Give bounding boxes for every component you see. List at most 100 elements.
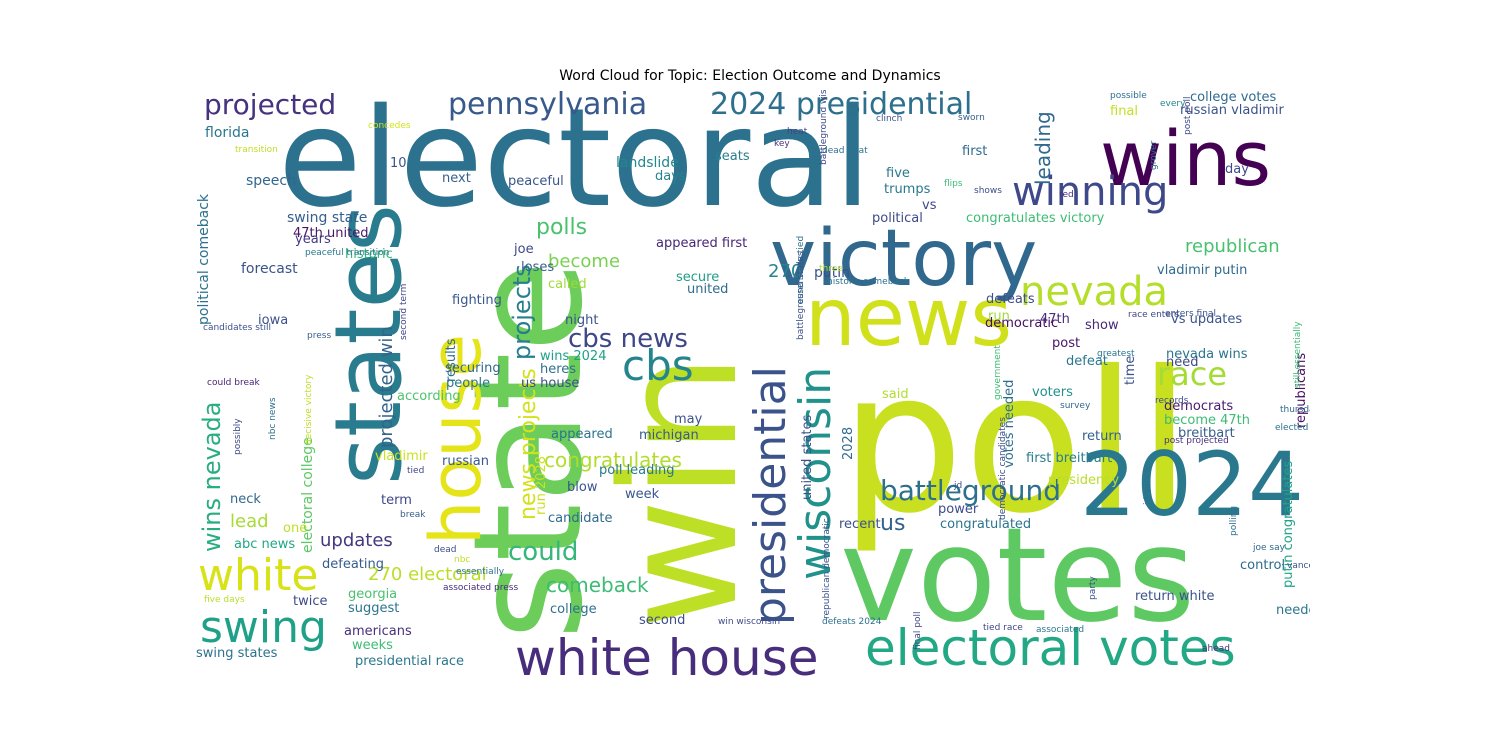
word-become: become [548,251,620,272]
word-elected: elected [1275,423,1308,433]
word-win-wisconsin: win wisconsin [718,617,780,627]
word-trumps: trumps [884,182,931,197]
word-votes-needed: votes needed [1002,380,1017,468]
word-secure: secure [676,270,719,285]
word-joe-say: joe say [1252,543,1286,553]
word-georgia: georgia [348,587,397,602]
word-college-votes: college votes [1190,90,1276,105]
word-race-enters: race enters [1128,310,1180,320]
word-votes: votes [840,499,1195,651]
word-battleground: battleground [880,474,1061,507]
word-term: term [381,493,412,508]
word-win: win [586,353,773,630]
word-congratulated: congratulated [940,517,1031,532]
word-government: government [993,345,1003,400]
word-heat: heat [787,127,808,137]
word-poll-leading: poll leading [599,463,675,478]
word-securing: securing [445,361,501,376]
word-russian: russian [442,454,489,469]
word-second-term: second term [399,284,409,340]
word-updates: updates [320,530,393,551]
word-nevada-wins: nevada wins [1166,347,1248,362]
word-vs: vs [922,198,937,213]
word-appeared-first: appeared first [656,236,747,251]
word-tied-race: tied race [983,623,1023,633]
word-post-projected: post projected [1164,436,1229,446]
word-presidential: presidential [745,366,796,625]
word-270-electoral: 270 electoral [368,564,487,585]
word-ahead: ahead [1202,644,1230,654]
word-joe: joe [513,242,534,257]
word-leading: leading [1031,111,1055,185]
word-nbc-news: nbc news [268,397,278,440]
word-winning: winning [1012,169,1168,215]
word-post: post [1052,336,1080,351]
word-putin-congratulates: putin congratulates [1281,461,1296,588]
word-key: key [774,139,790,149]
word-white: white [198,550,318,601]
word-cbs: cbs [622,341,694,390]
word-270: 270 [768,261,802,282]
word-week: week [625,487,660,502]
word-run: run [988,309,1010,324]
word-congratulates-victory: congratulates victory [966,211,1105,226]
word-state: state [442,260,616,640]
word-college: college [550,602,597,617]
word-second: second [639,613,685,628]
word-may: may [674,412,703,427]
word-day: day [1225,162,1249,177]
word-appeared: appeared [551,427,613,442]
word-greatest: greatest [1097,349,1135,359]
word-defeats: defeats [986,292,1035,307]
word-electoral: electoral [278,90,871,238]
word-us-house: us house [521,376,579,391]
word-red: red [1059,190,1074,200]
word-people: people [446,376,490,391]
word-possibly: possibly [233,418,243,455]
word-return-white: return white [1135,589,1214,604]
word-47th: 47th [1040,312,1070,327]
word-every: every [1160,99,1186,109]
word-projected: projected [204,90,336,121]
word-said: said [882,387,909,402]
word-shows: shows [974,186,1002,196]
word-dead-heat: dead heat [822,146,868,156]
word-control: control [1240,558,1285,573]
chart-title: Word Cloud for Topic: Election Outcome a… [559,68,941,84]
word-sworn: sworn [958,113,985,123]
word-weeks: weeks [352,638,393,653]
word-vladimir: vladimir [375,449,428,464]
word-thursday: thursday [1280,405,1310,415]
word-loses: loses [521,260,554,275]
word-democratic-candidates: democratic candidates [998,417,1008,520]
word-2024-presidential: 2024 presidential [710,90,972,122]
word-nevada: nevada [1020,269,1168,315]
word-clinch: clinch [876,114,902,124]
word-one: one [283,521,307,536]
word-power: power [938,502,979,517]
word-candidate: candidate [548,511,613,526]
word-party: party [1088,576,1098,600]
word-enters-final: enters final [1165,309,1216,319]
word-become-47th: become 47th [1164,413,1250,428]
word-republican-democratic: republican democratic [822,518,832,619]
word-abc-news: abc news [234,537,295,552]
word-concedes: concedes [368,121,411,131]
word-essentially-tied: essentially tied [796,236,806,304]
word-electoral-college: electoral college [300,437,316,553]
word-political-comeback: political comeback [196,193,212,325]
word-could: could [508,537,578,567]
word-first-breitbart: first breitbart [1026,451,1112,466]
word-congratulates: congratulates [544,448,682,472]
word-recent: recent [839,517,881,532]
word-polls: polls [536,215,587,240]
word-defeat: defeat [1066,354,1108,369]
word-house: house [415,334,497,545]
word-flips: flips [944,179,963,189]
word-run-2028: run 2028 [534,456,549,515]
word-decisive-victory: decisive victory [304,374,314,445]
word-peaceful-transition: peaceful transition [305,248,389,258]
word-united-states: united states [800,414,815,500]
word-results: results [444,338,459,382]
word-cloud: electoral win poll state votes wins victory sta… [196,90,1310,680]
